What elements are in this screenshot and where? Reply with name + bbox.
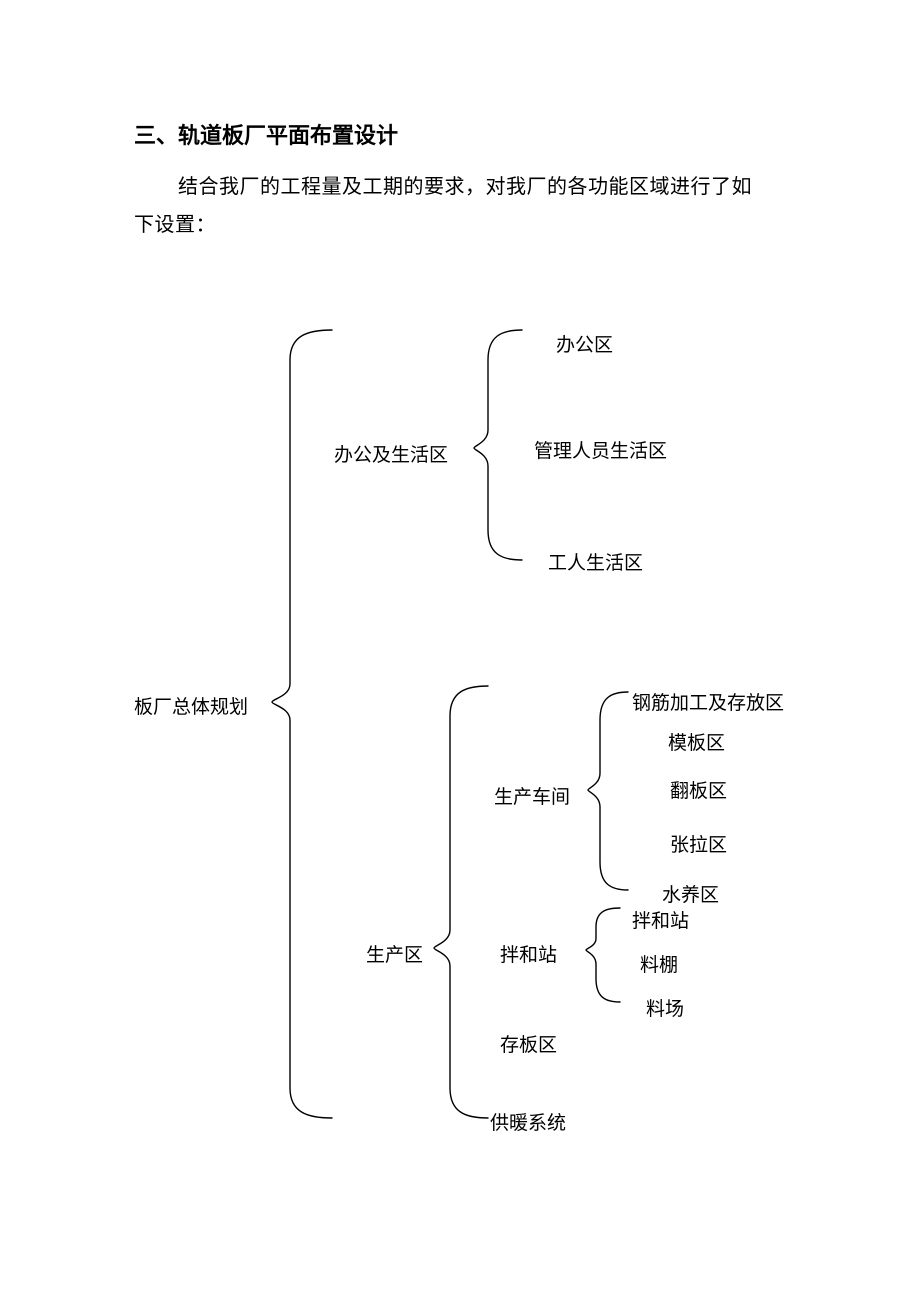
brace-layer (0, 0, 920, 1302)
document-page: 三、轨道板厂平面布置设计 结合我厂的工程量及工期的要求，对我厂的各功能区域进行了… (0, 0, 920, 1302)
